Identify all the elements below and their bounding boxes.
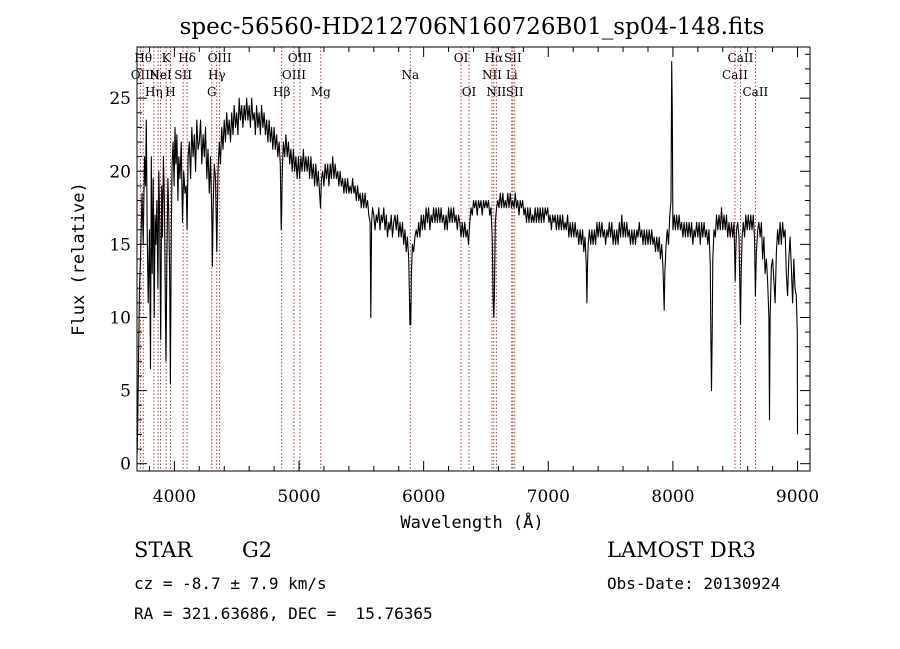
line-marker-label: SII: [174, 68, 192, 82]
object-class: STAR: [134, 538, 193, 562]
line-marker-label: OIII: [208, 51, 232, 65]
line-marker-label: OII: [131, 68, 151, 82]
y-tick-label: 25: [109, 89, 131, 109]
line-marker-label: NII: [482, 68, 502, 82]
x-axis-ticks: 4000 5000 6000 7000 8000 9000: [148, 47, 819, 507]
spectrum-series: [136, 61, 799, 457]
line-marker-label: OIII: [282, 68, 306, 82]
line-marker-label: K: [162, 51, 172, 65]
coordinates-readout: RA = 321.63686, DEC = 15.76365: [134, 604, 433, 623]
line-marker-label: OI: [462, 85, 477, 99]
line-marker-label: SII: [506, 85, 524, 99]
object-subclass: G2: [242, 538, 272, 562]
redshift-readout: cz = -8.7 ± 7.9 km/s: [134, 574, 327, 593]
chart-title: spec-56560-HD212706N160726B01_sp04-148.f…: [180, 14, 765, 40]
line-marker-label: CaII: [728, 51, 754, 65]
line-marker-label: Mg: [311, 85, 331, 99]
line-marker-label: Na: [401, 68, 419, 82]
emission-line-markers: OIIHθHηNeHeIKHSIIHδGHγOIIIHβOIIIOIIIMgNa…: [131, 47, 769, 471]
line-marker-label: NII: [486, 85, 506, 99]
line-marker-label: Ne: [149, 68, 167, 82]
line-marker-label: OI: [454, 51, 469, 65]
x-tick-label: 8000: [651, 487, 694, 507]
line-marker-label: Hβ: [273, 85, 290, 99]
line-marker-label: CaII: [742, 85, 768, 99]
y-tick-label: 0: [120, 455, 131, 475]
line-marker-label: Li: [506, 68, 518, 82]
line-marker-label: Hα: [485, 51, 504, 65]
y-tick-label: 10: [109, 308, 131, 328]
line-marker-label: HeI: [149, 68, 172, 82]
x-tick-label: 5000: [277, 487, 320, 507]
plot-frame: [136, 46, 811, 472]
observation-date: Obs-Date: 20130924: [607, 574, 780, 593]
y-tick-label: 5: [120, 382, 131, 402]
y-tick-label: 20: [109, 162, 131, 182]
line-marker-label: Hη: [145, 85, 163, 99]
x-tick-label: 7000: [527, 487, 570, 507]
line-marker-label: H: [165, 85, 175, 99]
survey-name: LAMOST DR3: [607, 538, 756, 562]
line-marker-label: SII: [504, 51, 522, 65]
y-axis-label: Flux (relative): [69, 182, 89, 336]
x-tick-label: 9000: [776, 487, 819, 507]
x-axis-label: Wavelength (Å): [400, 511, 543, 533]
y-axis-ticks: 0 5 10 15 20 25: [109, 53, 810, 475]
spectrum-line-0: [136, 61, 799, 457]
line-marker-label: CaII: [722, 68, 748, 82]
x-tick-label: 4000: [153, 487, 196, 507]
y-tick-label: 15: [109, 235, 131, 255]
line-marker-label: Hγ: [208, 68, 226, 82]
x-tick-label: 6000: [402, 487, 445, 507]
line-marker-label: OIII: [288, 51, 312, 65]
line-marker-label: Hδ: [178, 51, 196, 65]
line-marker-label: G: [207, 85, 217, 99]
